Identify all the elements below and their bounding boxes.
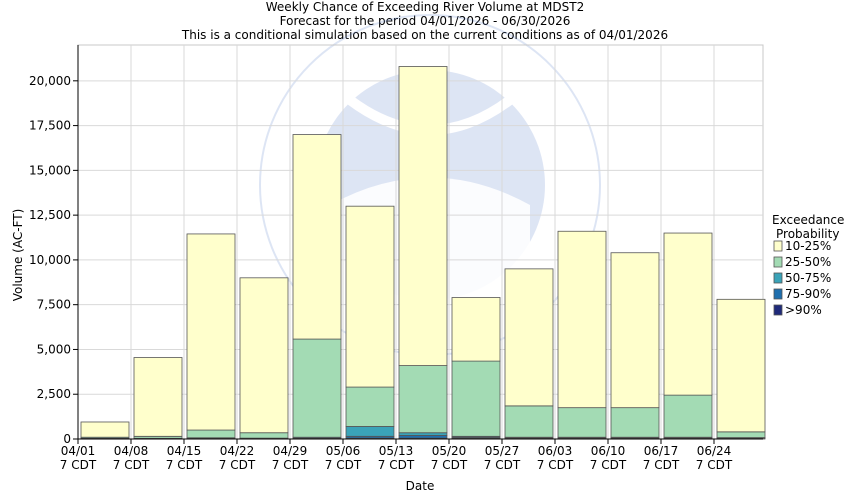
bar-segment [239, 277, 289, 434]
y-tick-label: 10,000 [29, 253, 71, 267]
bar-segment [186, 233, 236, 431]
x-tick-label: 05/27 [485, 444, 520, 458]
bar-segment [663, 232, 713, 396]
legend-label: 25-50% [785, 255, 831, 269]
bar-segment [557, 230, 607, 409]
bar-segment [451, 360, 501, 437]
x-tick-label: 06/03 [538, 444, 573, 458]
bars [80, 66, 766, 440]
chart-title-line-1: Weekly Chance of Exceeding River Volume … [266, 0, 584, 14]
y-axis-title: Volume (AC-FT) [11, 209, 25, 302]
x-tick-sublabel: 7 CDT [166, 458, 203, 472]
x-tick-label: 04/29 [273, 444, 308, 458]
legend-swatch [773, 272, 783, 284]
legend-label: 50-75% [785, 271, 831, 285]
y-tick-label: 20,000 [29, 74, 71, 88]
x-tick-label: 06/17 [644, 444, 679, 458]
x-tick-sublabel: 7 CDT [378, 458, 415, 472]
bar-segment [557, 407, 607, 438]
bar-segment [716, 431, 766, 438]
x-tick-sublabel: 7 CDT [113, 458, 150, 472]
x-tick-label: 04/15 [167, 444, 202, 458]
x-tick-sublabel: 7 CDT [590, 458, 627, 472]
x-tick-sublabel: 7 CDT [696, 458, 733, 472]
bar-segment [451, 297, 501, 362]
bar-segment [345, 386, 395, 427]
bar-segment [663, 394, 713, 438]
legend: Exceedance Probability 10-25% 25-50% 50-75… [772, 213, 844, 317]
x-axis-title: Date [406, 479, 435, 493]
bar-segment [80, 421, 130, 438]
y-tick-label: 0 [63, 432, 71, 446]
y-tick-label: 15,000 [29, 163, 71, 177]
x-tick-label: 04/08 [114, 444, 149, 458]
x-tick-label: 06/24 [697, 444, 732, 458]
bar-segment [186, 429, 236, 439]
bar-segment [398, 432, 448, 436]
legend-label: 10-25% [785, 239, 831, 253]
bar-segment [610, 252, 660, 409]
bar-segment [504, 405, 554, 438]
bar-segment [716, 298, 766, 433]
x-tick-sublabel: 7 CDT [219, 458, 256, 472]
y-tick-label: 2,500 [37, 387, 71, 401]
x-tick-sublabel: 7 CDT [484, 458, 521, 472]
bar-segment [398, 365, 448, 434]
bar-segment [133, 357, 183, 437]
bar-segment [345, 426, 395, 437]
y-tick-label: 12,500 [29, 208, 71, 222]
x-tick-label: 04/01 [61, 444, 96, 458]
bar-segment [292, 338, 342, 438]
y-tick-label: 7,500 [37, 298, 71, 312]
x-tick-sublabel: 7 CDT [431, 458, 468, 472]
legend-title-line-1: Exceedance [772, 213, 844, 227]
legend-label: >90% [785, 303, 822, 317]
y-tick-label: 5,000 [37, 342, 71, 356]
bar-segment [610, 407, 660, 438]
x-tick-sublabel: 7 CDT [272, 458, 309, 472]
legend-swatch [773, 240, 783, 252]
bar-segment [398, 435, 448, 439]
axes: 0 2,500 5,000 7,500 10,000 12,500 15,000 17,500… [29, 45, 763, 472]
y-tick-label: 17,500 [29, 119, 71, 133]
bar-segment [504, 268, 554, 407]
x-tick-sublabel: 7 CDT [60, 458, 97, 472]
x-tick-label: 04/22 [220, 444, 255, 458]
legend-label: 75-90% [785, 287, 831, 301]
x-tick-label: 05/20 [432, 444, 467, 458]
bar-segment [239, 432, 289, 439]
legend-swatch [773, 304, 783, 316]
x-tick-label: 05/13 [379, 444, 414, 458]
x-tick-label: 05/06 [326, 444, 361, 458]
legend-swatch [773, 256, 783, 268]
x-tick-label: 06/10 [591, 444, 626, 458]
x-tick-sublabel: 7 CDT [325, 458, 362, 472]
legend-title-line-2: Probability [776, 227, 839, 241]
bar-segment [398, 66, 448, 366]
x-tick-sublabel: 7 CDT [537, 458, 574, 472]
chart-title-line-2: Forecast for the period 04/01/2026 - 06/… [280, 14, 571, 28]
x-tick-sublabel: 7 CDT [643, 458, 680, 472]
bar-segment [345, 205, 395, 388]
legend-swatch [773, 288, 783, 300]
chart-title-line-3: This is a conditional simulation based o… [181, 28, 668, 42]
bar-segment [292, 134, 342, 340]
